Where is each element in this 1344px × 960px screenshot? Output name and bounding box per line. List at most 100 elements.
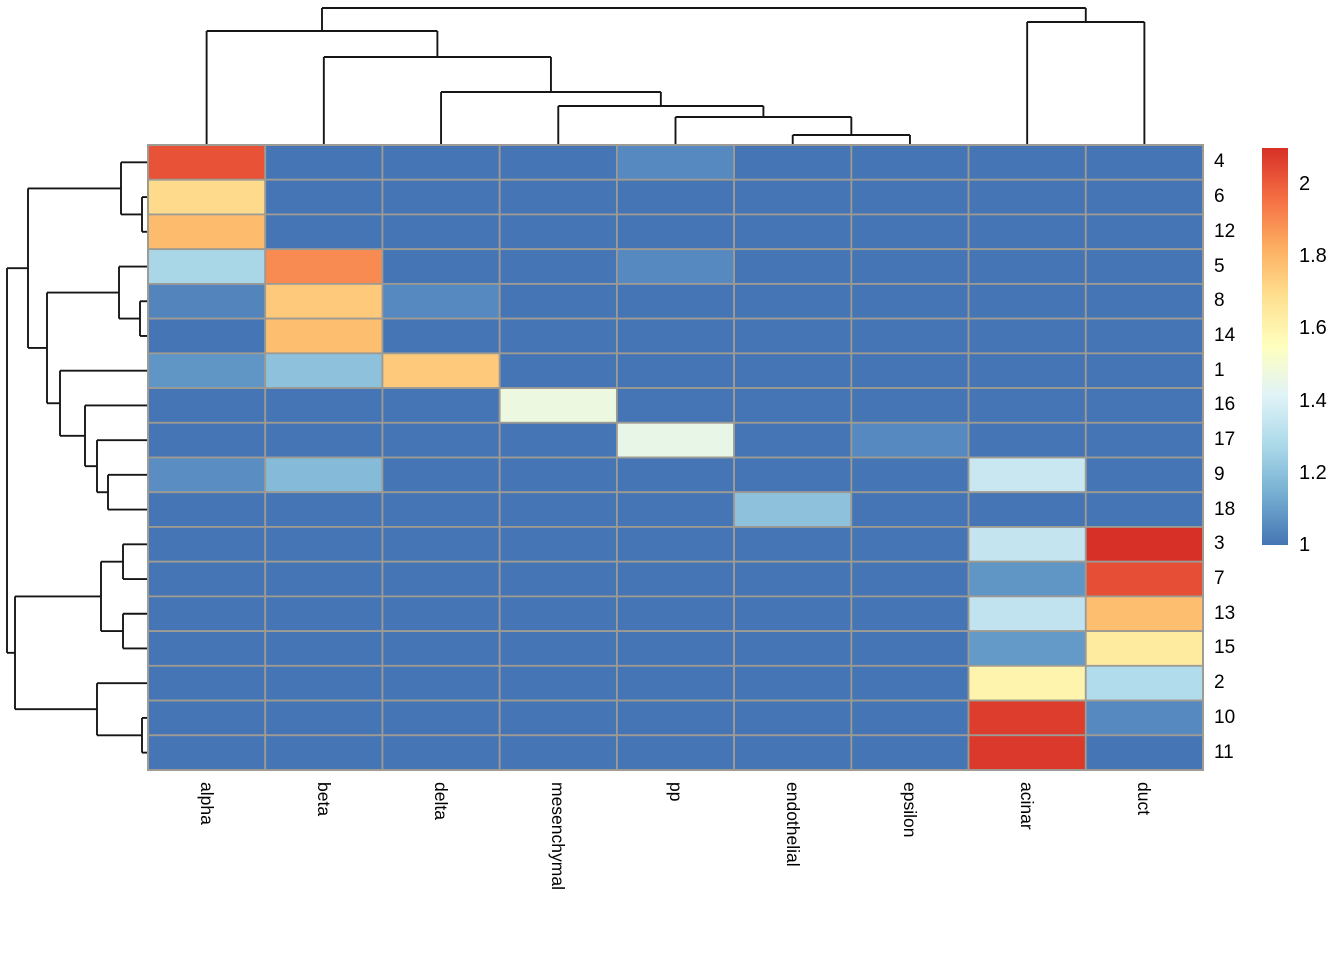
- row-label: 8: [1214, 290, 1225, 312]
- heatmap-cell: [733, 178, 853, 216]
- heatmap-cell: [733, 387, 853, 424]
- heatmap-cell: [615, 178, 736, 216]
- heatmap-cell: [264, 456, 384, 494]
- heatmap-cell: [1084, 560, 1204, 598]
- heatmap-cell: [967, 282, 1087, 320]
- heatmap-cell: [1084, 595, 1204, 633]
- heatmap-cell: [147, 248, 267, 285]
- column-label: epsilon: [899, 782, 920, 838]
- heatmap-cell: [381, 595, 501, 633]
- heatmap-cell: [967, 248, 1087, 285]
- heatmap-cell: [1084, 282, 1204, 320]
- heatmap-cell: [615, 387, 736, 424]
- heatmap-cell: [498, 421, 618, 459]
- heatmap-cell: [264, 248, 384, 285]
- column-label: duct: [1134, 782, 1155, 816]
- heatmap-cell: [381, 317, 501, 355]
- heatmap-cell: [381, 630, 501, 667]
- heatmap-cell: [733, 421, 853, 459]
- heatmap-cell: [147, 317, 267, 355]
- heatmap-cell: [381, 144, 501, 181]
- heatmap-cell: [381, 421, 501, 459]
- heatmap-cell: [498, 317, 618, 355]
- row-label: 18: [1214, 498, 1236, 520]
- heatmap-cell: [967, 560, 1087, 598]
- row-label: 3: [1214, 533, 1225, 555]
- heatmap-cell: [147, 664, 267, 702]
- heatmap-cell: [498, 352, 618, 389]
- heatmap-cell: [381, 456, 501, 494]
- heatmap-cell: [1084, 526, 1204, 563]
- heatmap-cell: [733, 317, 853, 355]
- heatmap-cell: [381, 491, 501, 528]
- heatmap-cell: [615, 352, 736, 389]
- heatmap-cell: [1084, 664, 1204, 702]
- heatmap-cell: [147, 560, 267, 598]
- heatmap-cell: [733, 699, 853, 737]
- row-label: 4: [1214, 151, 1225, 173]
- colorbar-tick-label: 2: [1299, 173, 1311, 196]
- heatmap-cell: [1084, 317, 1204, 355]
- heatmap-cell: [850, 734, 970, 771]
- heatmap-cell: [615, 456, 736, 494]
- heatmap-cell: [498, 491, 618, 528]
- heatmap-cell: [967, 317, 1087, 355]
- heatmap-cell: [1084, 178, 1204, 216]
- heatmap-cell: [967, 664, 1087, 702]
- row-label: 16: [1214, 394, 1236, 416]
- row-label: 2: [1214, 672, 1225, 694]
- heatmap-cell: [615, 664, 736, 702]
- row-label: 17: [1214, 429, 1236, 451]
- heatmap-cell: [733, 456, 853, 494]
- heatmap-cell: [733, 595, 853, 633]
- heatmap-cell: [967, 178, 1087, 216]
- heatmap-cell: [264, 526, 384, 563]
- heatmap-cell: [850, 352, 970, 389]
- heatmap-cell: [615, 526, 736, 563]
- colorbar-tick-label: 1.4: [1299, 389, 1327, 412]
- heatmap-cell: [147, 421, 267, 459]
- heatmap-cell: [147, 387, 267, 424]
- column-label: beta: [313, 782, 334, 817]
- column-label: acinar: [1017, 782, 1038, 830]
- heatmap-cell: [381, 248, 501, 285]
- row-label: 9: [1214, 463, 1225, 485]
- heatmap-cell: [850, 630, 970, 667]
- heatmap-cell: [615, 699, 736, 737]
- heatmap-cell: [850, 421, 970, 459]
- heatmap-cell: [967, 491, 1087, 528]
- heatmap-cell: [264, 317, 384, 355]
- heatmap-cell: [850, 213, 970, 251]
- heatmap-cell: [264, 352, 384, 389]
- heatmap-cell: [381, 560, 501, 598]
- heatmap-cell: [967, 421, 1087, 459]
- heatmap-cell: [967, 630, 1087, 667]
- heatmap-cell: [1084, 630, 1204, 667]
- heatmap-cell: [381, 387, 501, 424]
- row-label: 15: [1214, 637, 1236, 659]
- heatmap-cell: [967, 699, 1087, 737]
- heatmap-cell: [1084, 248, 1204, 285]
- heatmap-cell: [264, 595, 384, 633]
- heatmap-cell: [264, 560, 384, 598]
- row-label: 12: [1214, 220, 1236, 242]
- heatmap-border: [147, 144, 1204, 771]
- heatmap-cell: [264, 491, 384, 528]
- heatmap-cell: [147, 178, 267, 216]
- heatmap-cell: [850, 248, 970, 285]
- row-label: 10: [1214, 706, 1236, 728]
- heatmap-cell: [498, 456, 618, 494]
- heatmap-cell: [498, 387, 618, 424]
- heatmap-cell: [615, 734, 736, 771]
- heatmap-cell: [967, 144, 1087, 181]
- heatmap-cell: [381, 699, 501, 737]
- heatmap-cell: [733, 213, 853, 251]
- heatmap-cell: [264, 213, 384, 251]
- row-label: 1: [1214, 359, 1225, 381]
- heatmap-cell: [498, 560, 618, 598]
- heatmap-cell: [498, 630, 618, 667]
- heatmap-cell: [147, 352, 267, 389]
- column-label: endothelial: [782, 782, 803, 867]
- column-label: delta: [431, 782, 452, 820]
